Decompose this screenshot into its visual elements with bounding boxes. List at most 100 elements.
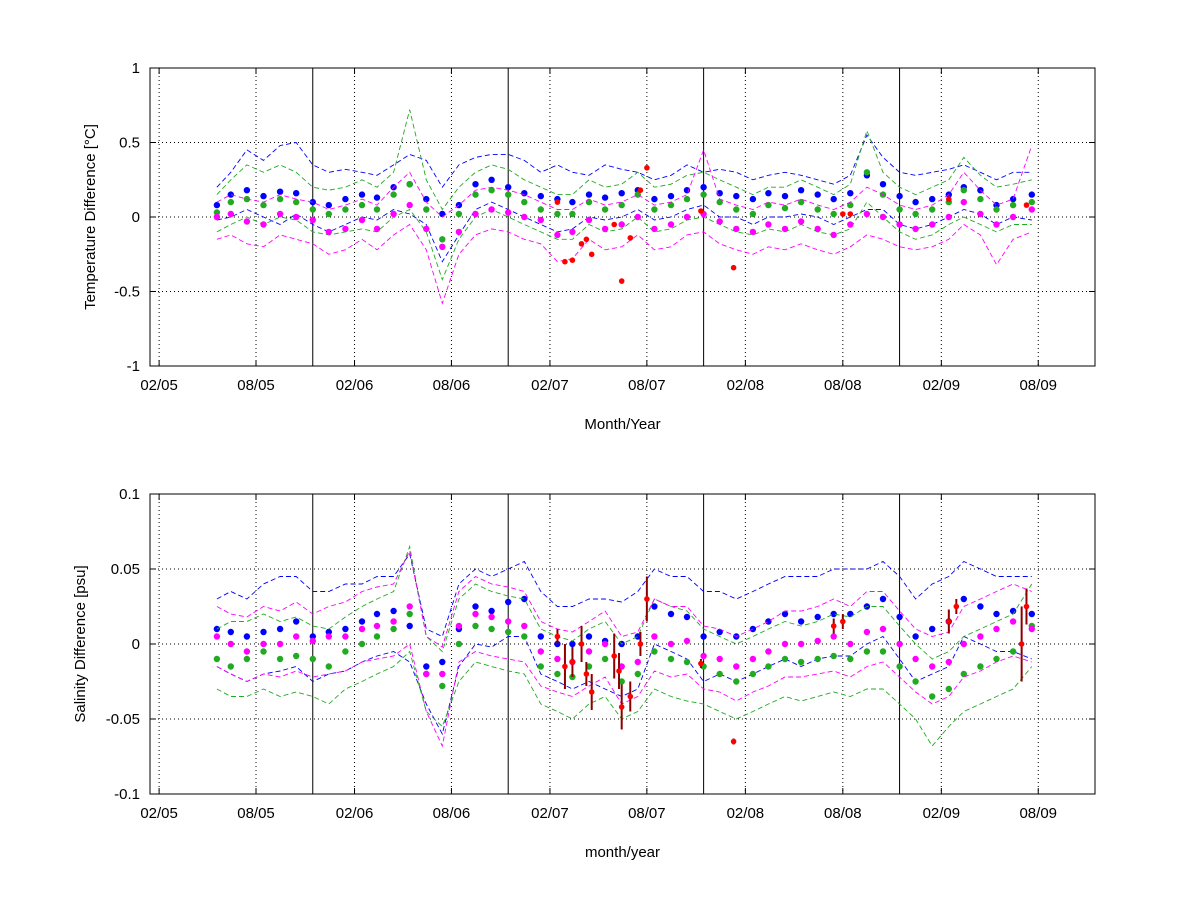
data-point-green xyxy=(781,655,789,663)
data-point-red xyxy=(946,196,952,202)
data-point-green xyxy=(749,210,757,218)
data-point-green xyxy=(276,195,284,203)
series-magenta xyxy=(213,145,1036,305)
data-point-magenta xyxy=(390,618,397,625)
data-point-magenta xyxy=(373,622,381,630)
y-tick-label: -0.05 xyxy=(106,711,140,728)
data-point-green xyxy=(358,201,366,209)
data-point-magenta xyxy=(847,221,854,228)
data-point-blue xyxy=(585,191,593,198)
x-tick-label: 02/05 xyxy=(140,805,178,822)
data-point-blue xyxy=(309,633,316,640)
data-point-red xyxy=(588,251,595,258)
data-point-magenta xyxy=(749,228,757,236)
data-point-green xyxy=(651,648,658,655)
data-point-magenta xyxy=(260,640,267,648)
data-point-magenta xyxy=(585,216,593,224)
data-point-magenta xyxy=(716,218,723,225)
data-point-red xyxy=(627,693,634,700)
data-point-red xyxy=(578,641,585,647)
x-tick-label: 02/07 xyxy=(531,377,569,394)
data-point-green xyxy=(342,206,349,213)
data-point-blue xyxy=(276,188,284,195)
series-blue xyxy=(213,134,1036,263)
data-point-magenta xyxy=(781,640,789,648)
data-point-blue xyxy=(406,622,413,630)
x-tick-label: 02/07 xyxy=(531,805,569,822)
data-point-blue xyxy=(749,195,757,203)
chart-panel-2: 02/05 08/05 02/06 08/06 02/07 08/07 02/08 08/08… xyxy=(72,486,1096,861)
x-tick-label: 08/05 xyxy=(237,805,275,822)
data-point-red xyxy=(616,668,622,674)
data-point-green xyxy=(423,206,430,213)
data-point-green xyxy=(537,663,544,670)
data-point-green xyxy=(977,195,984,203)
data-point-magenta xyxy=(960,640,967,648)
data-point-green xyxy=(863,648,871,655)
data-point-blue xyxy=(243,187,251,194)
data-point-blue xyxy=(472,181,479,188)
data-point-magenta xyxy=(651,225,658,233)
data-point-red xyxy=(730,738,737,745)
data-point-green xyxy=(213,655,221,663)
data-point-magenta xyxy=(423,670,430,678)
data-point-green xyxy=(227,663,234,670)
data-point-magenta xyxy=(977,633,984,640)
data-point-magenta xyxy=(373,225,381,233)
data-point-blue xyxy=(879,181,887,188)
data-point-blue xyxy=(569,198,576,206)
x-tick-label: 08/09 xyxy=(1019,377,1057,394)
data-point-magenta xyxy=(797,640,805,648)
data-point-blue xyxy=(830,610,837,618)
envelope-upper-green xyxy=(216,109,1032,211)
data-point-magenta xyxy=(634,658,641,666)
data-point-red xyxy=(569,659,576,665)
data-point-green xyxy=(472,191,479,198)
data-point-blue xyxy=(960,595,967,603)
x-tick-label: 02/08 xyxy=(727,377,765,394)
data-point-magenta xyxy=(406,603,413,610)
data-point-blue xyxy=(585,633,593,640)
data-point-blue xyxy=(423,195,430,203)
data-point-blue xyxy=(439,658,446,666)
data-point-green xyxy=(293,652,300,660)
data-point-green xyxy=(455,640,463,648)
data-point-blue xyxy=(765,618,772,625)
data-point-magenta xyxy=(1028,625,1036,633)
data-point-green xyxy=(325,663,332,670)
data-point-magenta xyxy=(342,633,349,640)
data-point-blue xyxy=(634,633,641,640)
data-point-magenta xyxy=(1009,618,1017,625)
data-point-green xyxy=(960,187,967,194)
data-point-magenta xyxy=(618,221,625,228)
data-point-magenta xyxy=(749,655,757,663)
data-point-magenta xyxy=(309,637,316,645)
data-point-magenta xyxy=(716,655,723,663)
data-point-magenta xyxy=(227,640,234,648)
data-point-magenta xyxy=(797,218,805,225)
data-point-magenta xyxy=(945,658,952,666)
data-point-green xyxy=(634,670,641,678)
data-point-red xyxy=(618,704,625,710)
data-point-magenta xyxy=(879,213,887,221)
data-point-green xyxy=(847,655,854,663)
data-point-blue xyxy=(260,192,267,200)
data-point-blue xyxy=(537,192,544,200)
data-point-blue xyxy=(700,633,707,640)
data-point-green xyxy=(488,187,495,194)
data-point-magenta xyxy=(358,625,366,633)
envelope-upper-blue xyxy=(216,134,1032,189)
data-point-green xyxy=(521,633,528,640)
y-tick-label: -0.5 xyxy=(114,284,140,301)
y-tick-label: 0 xyxy=(132,636,140,653)
data-point-blue xyxy=(667,192,675,200)
data-point-blue xyxy=(373,610,381,618)
data-point-green xyxy=(505,191,512,198)
data-point-magenta xyxy=(293,213,300,221)
data-point-magenta xyxy=(700,652,707,660)
data-point-red xyxy=(554,199,561,205)
data-point-red xyxy=(730,264,737,271)
data-point-red xyxy=(562,663,568,670)
data-point-magenta xyxy=(276,210,284,218)
